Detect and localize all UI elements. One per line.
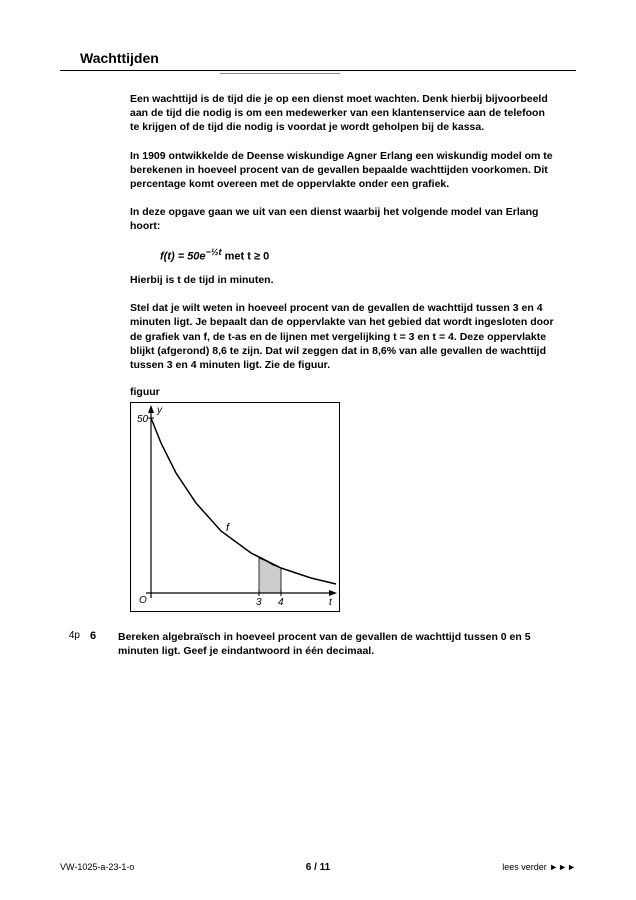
formula-cond: met t ≥ 0: [222, 251, 270, 263]
y-axis-label: y: [156, 405, 163, 416]
question-text: Bereken algebraïsch in hoeveel procent v…: [118, 630, 556, 658]
question-number: 6: [90, 630, 108, 658]
x-tick-3-label: 3: [256, 597, 262, 608]
footer-left: VW-1025-a-23-1-o: [60, 862, 134, 872]
paragraph-5: Stel dat je wilt weten in hoeveel procen…: [130, 301, 556, 372]
page-title: Wachttijden: [60, 50, 576, 66]
figure-svg: 50 y O t f 3 4: [131, 403, 339, 611]
question-row: 4p 6 Bereken algebraïsch in hoeveel proc…: [60, 630, 576, 658]
paragraph-4: Hierbij is t de tijd in minuten.: [130, 273, 556, 287]
x-tick-4-label: 4: [278, 597, 284, 608]
formula-lhs: f(t) = 50e: [160, 251, 206, 263]
question-points: 4p: [60, 630, 80, 658]
footer: VW-1025-a-23-1-o 6 / 11 lees verder ►►►: [60, 862, 576, 872]
x-axis-label: t: [329, 597, 333, 608]
curve: [151, 418, 336, 584]
sub-rule: [220, 73, 340, 74]
curve-label: f: [226, 522, 230, 534]
y-axis-arrow: [148, 405, 154, 413]
footer-right: lees verder ►►►: [502, 862, 576, 872]
y-max-label: 50: [137, 414, 149, 425]
title-rule: [60, 70, 576, 71]
formula-exp: −½t: [206, 247, 222, 257]
paragraph-1: Een wachttijd is de tijd die je op een d…: [130, 92, 556, 135]
figure-label: figuur: [130, 386, 576, 398]
footer-right-text: lees verder ►►►: [502, 862, 576, 872]
footer-center: 6 / 11: [306, 862, 330, 873]
origin-label: O: [139, 595, 147, 606]
x-axis-arrow: [329, 590, 337, 596]
figure: 50 y O t f 3 4: [130, 402, 340, 612]
formula: f(t) = 50e−½t met t ≥ 0: [160, 247, 576, 263]
paragraph-2: In 1909 ontwikkelde de Deense wiskundige…: [130, 149, 556, 192]
paragraph-3: In deze opgave gaan we uit van een diens…: [130, 205, 556, 233]
